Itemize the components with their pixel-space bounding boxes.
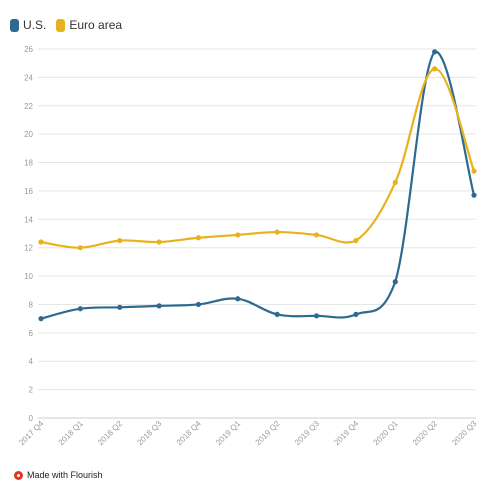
data-point-us[interactable] bbox=[353, 311, 359, 317]
x-axis-ticks: 2017 Q4 2018 Q1 2018 Q2 2018 Q3 2018 Q4 2019 … bbox=[17, 419, 478, 447]
series-group bbox=[38, 49, 477, 322]
series-line-us[interactable] bbox=[40, 50, 476, 320]
legend-item-us[interactable]: U.S. bbox=[10, 18, 46, 32]
data-point-euro[interactable] bbox=[274, 229, 280, 235]
y-tick-label: 22 bbox=[24, 102, 33, 111]
y-tick-label: 20 bbox=[24, 130, 33, 139]
y-tick-label: 2 bbox=[29, 386, 34, 395]
data-point-euro[interactable] bbox=[471, 168, 477, 174]
x-tick-label: 2019 Q3 bbox=[293, 419, 321, 447]
data-point-us[interactable] bbox=[313, 313, 320, 319]
data-point-us[interactable] bbox=[38, 316, 44, 322]
data-point-euro[interactable] bbox=[313, 232, 320, 238]
data-point-euro[interactable] bbox=[392, 179, 398, 186]
data-point-euro[interactable] bbox=[432, 66, 438, 72]
x-tick-label: 2019 Q1 bbox=[214, 419, 242, 447]
data-point-us[interactable] bbox=[235, 296, 241, 302]
x-tick-label: 2020 Q2 bbox=[411, 419, 439, 447]
data-point-euro[interactable] bbox=[353, 237, 359, 244]
y-tick-label: 4 bbox=[29, 357, 34, 366]
x-tick-label: 2018 Q2 bbox=[96, 419, 124, 447]
data-point-euro[interactable] bbox=[77, 245, 83, 251]
data-point-us[interactable] bbox=[471, 192, 477, 198]
x-tick-label: 2019 Q4 bbox=[332, 419, 360, 447]
x-tick-label: 2019 Q2 bbox=[254, 419, 282, 447]
data-point-euro[interactable] bbox=[235, 232, 241, 238]
legend-label-euro: Euro area bbox=[69, 18, 123, 32]
y-tick-label: 6 bbox=[29, 329, 34, 338]
y-tick-label: 10 bbox=[24, 272, 33, 281]
x-tick-label: 2018 Q1 bbox=[57, 419, 85, 447]
x-tick-label: 2018 Q3 bbox=[135, 419, 163, 447]
y-tick-label: 16 bbox=[24, 187, 33, 196]
data-point-us[interactable] bbox=[274, 311, 280, 317]
legend-label-us: U.S. bbox=[23, 18, 47, 32]
data-point-euro[interactable] bbox=[117, 237, 123, 244]
y-tick-label: 18 bbox=[24, 159, 33, 168]
legend-swatch-us bbox=[10, 18, 19, 32]
legend: U.S. Euro area bbox=[10, 18, 122, 32]
y-tick-label: 14 bbox=[24, 215, 33, 224]
y-tick-label: 24 bbox=[24, 73, 33, 82]
flourish-logo-icon bbox=[14, 470, 23, 480]
data-point-euro[interactable] bbox=[156, 239, 162, 245]
series-line-euro[interactable] bbox=[40, 67, 476, 249]
data-point-us[interactable] bbox=[432, 49, 438, 55]
data-point-us[interactable] bbox=[117, 304, 123, 310]
data-point-euro[interactable] bbox=[195, 235, 202, 241]
data-point-us[interactable] bbox=[156, 303, 162, 309]
y-tick-label: 0 bbox=[29, 414, 34, 423]
data-point-us[interactable] bbox=[392, 279, 398, 285]
y-tick-label: 8 bbox=[29, 300, 34, 309]
x-tick-label: 2020 Q3 bbox=[450, 419, 478, 447]
y-tick-label: 12 bbox=[24, 244, 33, 253]
x-tick-label: 2020 Q1 bbox=[372, 419, 400, 447]
footer-text: Made with Flourish bbox=[27, 470, 103, 480]
data-point-us[interactable] bbox=[195, 301, 202, 308]
x-tick-label: 2018 Q4 bbox=[175, 419, 203, 447]
legend-swatch-euro bbox=[56, 18, 66, 32]
data-point-us[interactable] bbox=[77, 306, 83, 312]
y-tick-label: 26 bbox=[24, 45, 33, 54]
legend-item-euro[interactable]: Euro area bbox=[56, 18, 122, 32]
made-with-flourish-credit[interactable]: Made with Flourish bbox=[14, 470, 103, 480]
data-point-euro[interactable] bbox=[38, 239, 44, 245]
